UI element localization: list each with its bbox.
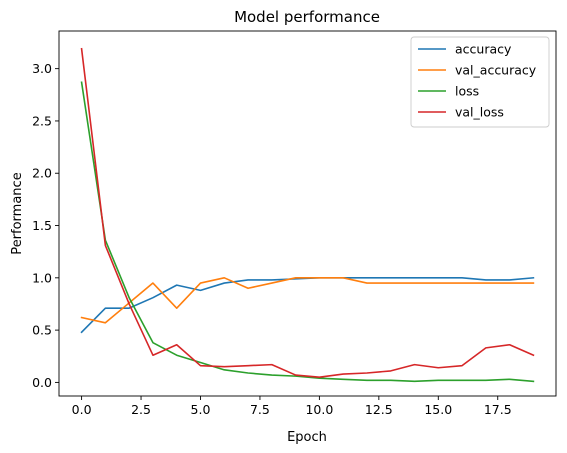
legend-label: val_accuracy	[455, 63, 537, 78]
x-tick-label: 17.5	[484, 402, 512, 417]
x-axis-label: Epoch	[287, 430, 327, 445]
series-line-val-accuracy	[80, 277, 535, 324]
y-tick-label: 2.0	[32, 166, 52, 181]
legend-label: loss	[455, 84, 479, 99]
series-line-val-loss	[80, 47, 535, 378]
series-line-loss	[80, 81, 535, 383]
y-tick-label: 0.0	[32, 375, 52, 390]
y-tick-label: 1.5	[32, 218, 52, 233]
y-axis: 0.0 0.5 1.0 1.5 2.0 2.5 3.0	[32, 61, 59, 390]
y-tick-label: 2.5	[32, 113, 52, 128]
legend-label: accuracy	[455, 42, 512, 57]
plot-frame	[58, 30, 557, 397]
x-tick-label: 7.5	[250, 402, 270, 417]
y-tick-label: 3.0	[32, 61, 52, 76]
plot-series	[80, 47, 535, 383]
x-tick-label: 15.0	[424, 402, 452, 417]
legend-box	[410, 36, 550, 128]
legend-label: val_loss	[455, 105, 504, 120]
x-tick-label: 10.0	[305, 402, 333, 417]
x-tick-label: 5.0	[191, 402, 211, 417]
chart-title: Model performance	[234, 8, 380, 26]
x-tick-label: 0.0	[72, 402, 92, 417]
y-tick-label: 1.0	[32, 270, 52, 285]
x-tick-label: 12.5	[365, 402, 393, 417]
x-tick-label: 2.5	[131, 402, 151, 417]
x-axis: 0.0 2.5 5.0 7.5 10.0 12.5 15.0 17.5	[72, 396, 512, 417]
y-tick-label: 0.5	[32, 323, 52, 338]
y-axis-label: Performance	[10, 172, 25, 254]
